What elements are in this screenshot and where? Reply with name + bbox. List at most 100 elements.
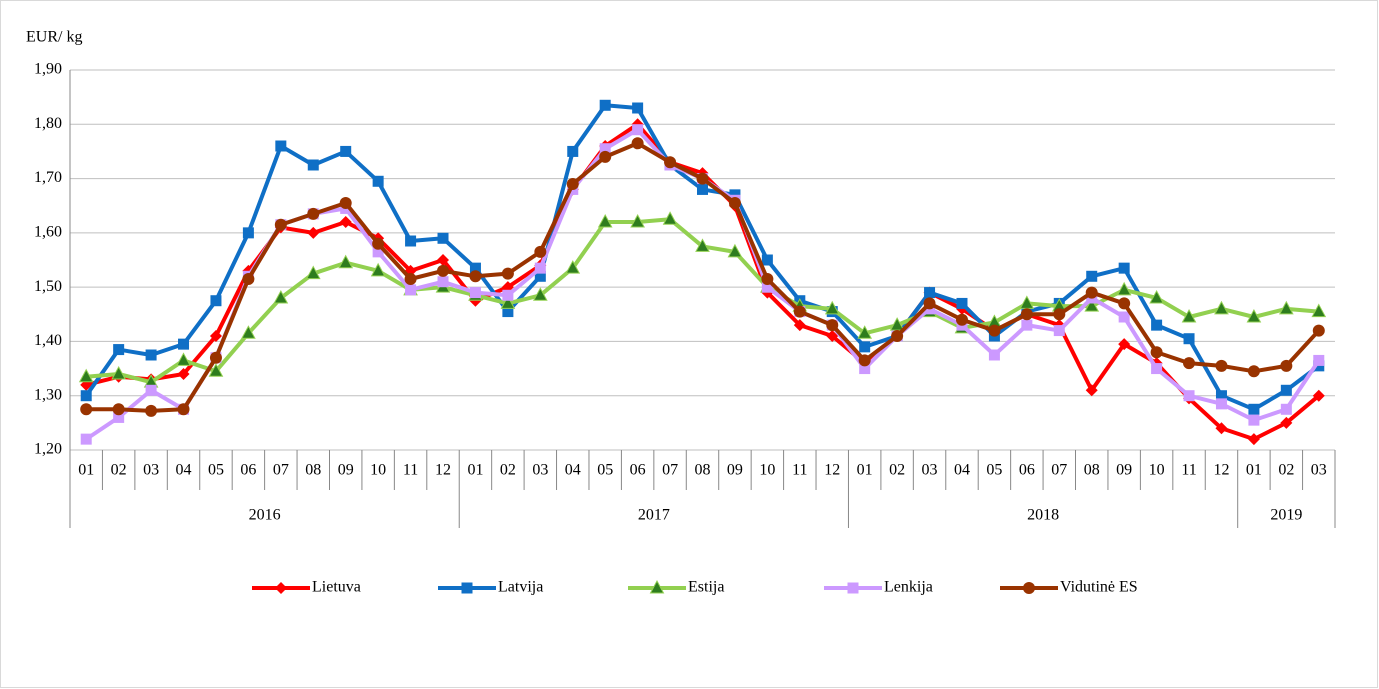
marker [461, 582, 473, 594]
x-group-label: 2019 [1270, 507, 1302, 524]
marker [599, 150, 612, 163]
marker [307, 159, 319, 171]
marker [437, 264, 450, 277]
marker [338, 254, 354, 269]
x-tick-label: 01 [1246, 462, 1262, 479]
marker [532, 287, 548, 301]
marker [307, 226, 320, 239]
marker [1085, 384, 1098, 397]
marker [662, 211, 678, 225]
marker [1023, 582, 1035, 594]
marker [145, 384, 157, 396]
marker [339, 216, 352, 228]
marker [1312, 389, 1325, 402]
marker [1118, 297, 1131, 310]
marker [80, 390, 92, 402]
marker [1215, 422, 1228, 435]
marker [632, 124, 644, 136]
x-tick-label: 08 [1084, 462, 1100, 479]
x-tick-label: 07 [662, 462, 678, 479]
x-tick-label: 02 [500, 462, 516, 479]
marker [1084, 298, 1100, 312]
marker [80, 433, 92, 445]
marker [696, 172, 709, 185]
marker [1150, 346, 1163, 359]
marker [210, 295, 222, 307]
marker [1118, 311, 1130, 323]
x-tick-label: 02 [1278, 462, 1294, 479]
marker [1118, 262, 1130, 274]
marker [177, 368, 190, 380]
marker [275, 582, 287, 594]
marker [437, 276, 449, 288]
y-tick-label: 1,80 [34, 115, 62, 132]
marker [1214, 300, 1229, 315]
x-tick-label: 09 [1116, 462, 1132, 479]
marker [1311, 303, 1327, 318]
marker [437, 232, 449, 244]
marker [632, 102, 644, 114]
marker [1247, 433, 1260, 446]
marker [1215, 359, 1228, 372]
marker [78, 368, 94, 383]
marker [1248, 414, 1260, 426]
marker [405, 284, 417, 296]
marker [599, 143, 611, 155]
marker [372, 175, 384, 187]
marker [177, 403, 190, 416]
x-tick-label: 08 [305, 462, 321, 479]
marker [761, 254, 773, 266]
marker [923, 297, 936, 310]
marker [664, 156, 677, 169]
marker [891, 330, 904, 342]
x-tick-label: 04 [176, 462, 192, 479]
x-tick-label: 02 [889, 462, 905, 479]
x-tick-label: 01 [467, 462, 483, 479]
marker [649, 579, 665, 594]
marker [176, 352, 191, 366]
marker [1247, 365, 1260, 378]
marker [372, 237, 385, 250]
marker [339, 197, 352, 209]
x-tick-label: 09 [727, 462, 743, 479]
y-tick-label: 1,20 [34, 441, 62, 458]
marker [340, 145, 352, 157]
marker [857, 325, 873, 339]
marker [597, 213, 613, 228]
x-tick-label: 02 [111, 462, 127, 479]
marker [80, 403, 93, 416]
marker [1086, 270, 1098, 282]
marker [1280, 359, 1293, 372]
marker [988, 349, 1000, 361]
marker [534, 262, 546, 274]
y-tick-label: 1,30 [34, 386, 62, 403]
marker [727, 243, 743, 258]
marker [631, 137, 644, 150]
x-group-label: 2018 [1027, 507, 1059, 524]
marker [307, 207, 320, 220]
marker [761, 273, 774, 285]
marker [1149, 289, 1164, 304]
legend-label: Lietuva [312, 579, 361, 596]
marker [1313, 354, 1325, 366]
marker [405, 235, 417, 247]
marker [113, 344, 125, 356]
marker [273, 289, 289, 304]
marker [502, 306, 514, 318]
marker [370, 262, 386, 277]
marker [208, 363, 224, 377]
marker [697, 183, 708, 195]
marker [1312, 324, 1325, 337]
x-tick-label: 12 [435, 462, 451, 479]
marker [404, 273, 417, 285]
marker [469, 287, 481, 299]
marker [242, 273, 255, 285]
marker [826, 319, 839, 332]
x-tick-label: 05 [208, 462, 224, 479]
marker [274, 218, 287, 231]
x-tick-label: 03 [1311, 462, 1327, 479]
marker [859, 363, 871, 375]
marker [1021, 319, 1033, 331]
